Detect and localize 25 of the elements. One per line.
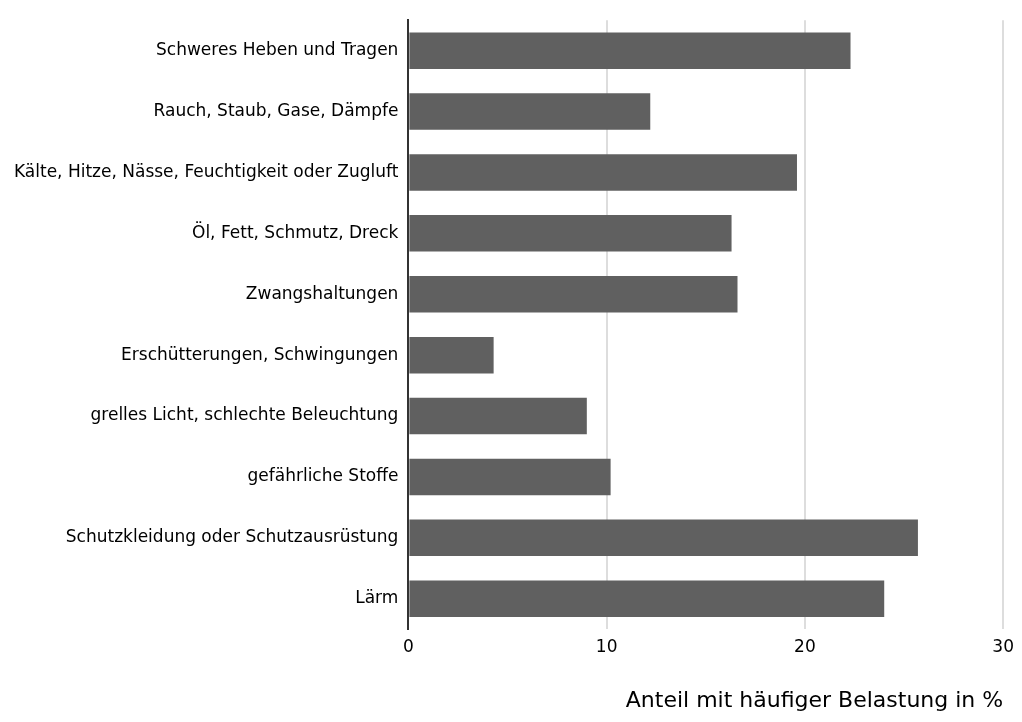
bar	[409, 154, 797, 191]
x-tick-label: 30	[992, 635, 1014, 656]
y-tick-label: Kälte, Hitze, Nässe, Feuchtigkeit oder Zugluft	[13, 160, 399, 181]
bar	[409, 93, 651, 130]
bar	[409, 580, 885, 618]
y-tick-label: gefährliche Stoffe	[247, 465, 399, 486]
y-tick-label: Zwangshaltungen	[245, 282, 399, 303]
y-tick-label: Rauch, Staub, Gase, Dämpfe	[153, 99, 399, 120]
bar	[409, 519, 918, 557]
x-tick-label: 10	[595, 635, 618, 656]
x-tick-label: 20	[794, 635, 816, 656]
bar	[409, 32, 851, 69]
x-tick-label: 0	[402, 635, 414, 656]
y-tick-label: Öl, Fett, Schmutz, Dreck	[192, 220, 399, 242]
bar	[409, 336, 494, 374]
y-tick-label: Schweres Heben und Tragen	[156, 39, 399, 60]
bar	[409, 275, 738, 313]
bar	[409, 397, 587, 435]
y-tick-label: Erschütterungen, Schwingungen	[121, 343, 399, 364]
y-tick-label: Lärm	[355, 587, 399, 608]
bar	[409, 215, 732, 252]
y-tick-label: Schutzkleidung oder Schutzausrüstung	[65, 526, 399, 547]
x-axis-title: Anteil mit häufiger Belastung in %	[625, 686, 1004, 712]
y-tick-label: grelles Licht, schlechte Beleuchtung	[90, 404, 399, 425]
bar	[409, 458, 611, 496]
